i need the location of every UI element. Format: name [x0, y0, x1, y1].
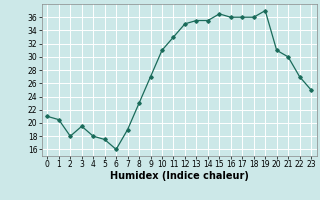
- X-axis label: Humidex (Indice chaleur): Humidex (Indice chaleur): [110, 171, 249, 181]
